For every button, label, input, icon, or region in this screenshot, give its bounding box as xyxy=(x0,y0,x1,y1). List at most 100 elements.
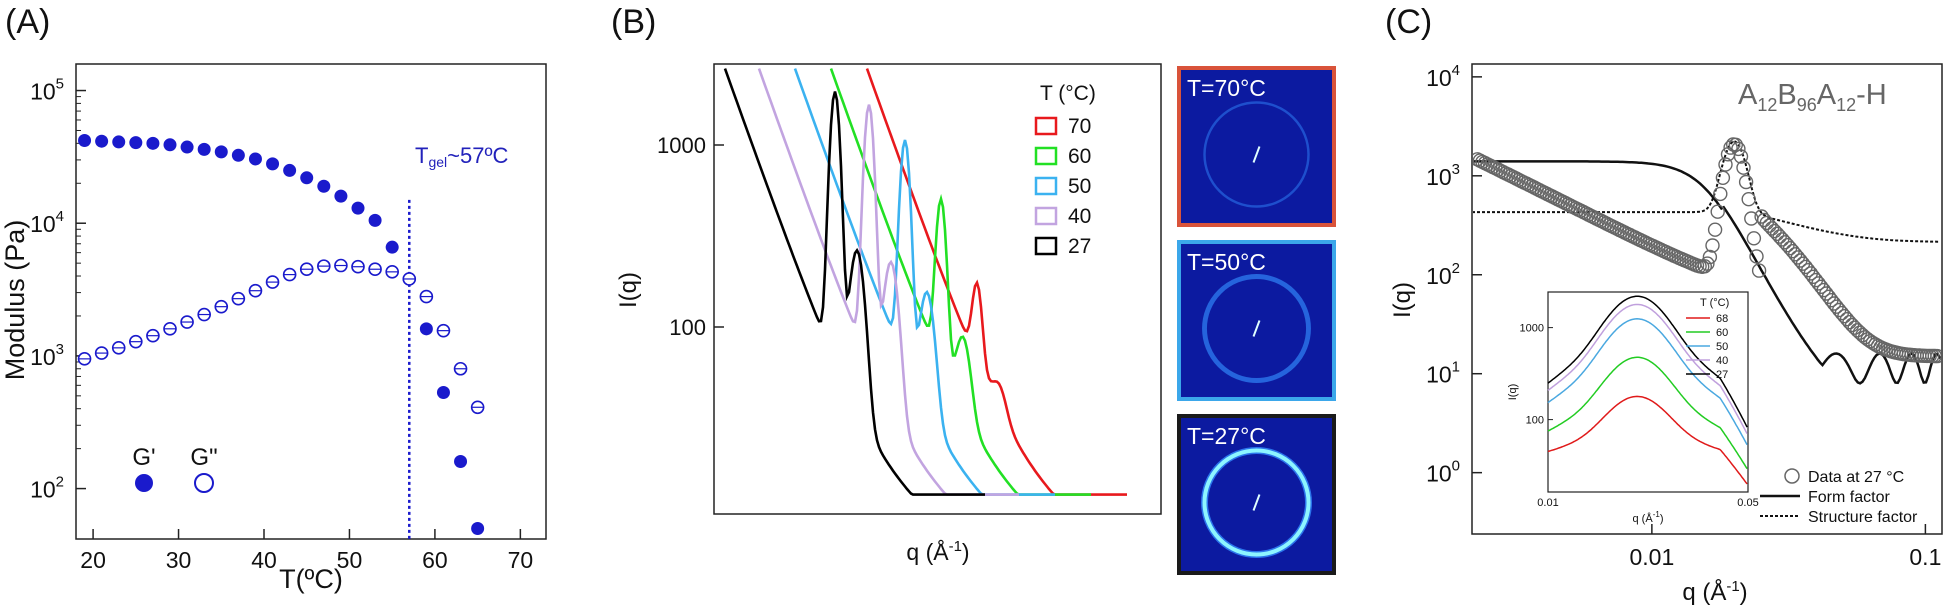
inset-legend-label-40: 40 xyxy=(1716,355,1728,367)
data-point xyxy=(1751,263,1767,278)
g-prime-point xyxy=(283,163,297,177)
tick-exponent: 0 xyxy=(1452,458,1460,475)
y-tick-label: 102 xyxy=(1426,260,1460,289)
y-tick-label: 102 xyxy=(30,474,64,503)
panel-a-x-ticks: 20 30 40 50 60 70 xyxy=(80,529,533,573)
data-point xyxy=(1700,256,1715,271)
y-tick-label-100: 100 xyxy=(669,315,706,340)
panel-a-y-axis-label: Modulus (Pa) xyxy=(0,220,30,381)
y-tick-label: 101 xyxy=(1426,359,1460,388)
panel-c-frame xyxy=(1471,63,1943,535)
data-point xyxy=(1767,223,1782,239)
data-point xyxy=(1736,160,1751,175)
data-point xyxy=(1707,222,1723,237)
beamstop xyxy=(1252,146,1261,163)
inset-curve-50 xyxy=(1547,318,1748,446)
legend-swatch-27 xyxy=(1034,236,1058,256)
g-prime-point xyxy=(163,138,177,152)
panel-c-y-axis-label: I(q) xyxy=(1389,282,1416,318)
legend-form-factor-label: Form factor xyxy=(1808,489,1890,506)
g-prime-point xyxy=(95,134,109,148)
legend-g-prime-label: G' xyxy=(132,444,155,471)
g-prime-point xyxy=(180,140,194,154)
data-point xyxy=(1713,186,1728,202)
g-prime-point xyxy=(129,136,143,150)
tick-base: 10 xyxy=(1426,461,1452,487)
panel-a-x-axis-label: T(ºC) xyxy=(279,564,343,594)
legend-data-marker xyxy=(1784,468,1800,484)
legend-label-40: 40 xyxy=(1068,205,1091,228)
y-tick-label: 104 xyxy=(30,208,64,237)
panel-b-y-axis-label: I(q) xyxy=(615,272,642,308)
curve-50 xyxy=(793,68,1055,496)
legend-label-70: 70 xyxy=(1068,115,1091,138)
tick-base: 10 xyxy=(30,79,56,105)
tick-base: 10 xyxy=(30,211,56,237)
data-point xyxy=(1847,320,1862,335)
panel-b: (B) 1000 100 I(q) q (Å-1) T (°C) 70 60 50 4… xyxy=(611,3,1336,575)
inset-legend-label-68: 68 xyxy=(1716,313,1728,325)
legend-structure-factor-label: Structure factor xyxy=(1808,509,1918,526)
inset-x-tick-label: 0.01 xyxy=(1537,497,1558,509)
y-tick-label: 100 xyxy=(1426,458,1460,487)
y-tick-label: 103 xyxy=(1426,161,1460,190)
panel-c-x-axis-label: q (Å-1) xyxy=(1682,578,1747,606)
data-point xyxy=(1769,226,1785,242)
g-prime-point xyxy=(266,157,280,171)
inset-x-label-sup: -1 xyxy=(1653,510,1661,519)
data-point xyxy=(1705,238,1720,253)
legend-label-60: 60 xyxy=(1068,145,1091,168)
data-point xyxy=(1702,249,1718,265)
g-prime-point xyxy=(197,142,211,156)
inset-y-axis-label: I(q) xyxy=(1507,384,1519,401)
inset-x-tick-label: 0.05 xyxy=(1737,497,1758,509)
inset-x-axis-label: q (Å-1) xyxy=(1633,510,1664,525)
g-prime-point xyxy=(248,152,262,166)
g-prime-point xyxy=(317,179,331,193)
legend-g-double-prime-label: G" xyxy=(190,444,217,471)
data-point xyxy=(1710,204,1725,219)
legend-label-50: 50 xyxy=(1068,175,1091,198)
panel-a-data-points xyxy=(77,134,485,536)
inset-curve-68 xyxy=(1547,395,1748,485)
tick-base: 10 xyxy=(1426,362,1452,388)
panel-c-legend: Data at 27 °C Form factor Structure fact… xyxy=(1760,468,1918,526)
g-prime-point xyxy=(300,171,314,185)
data-point xyxy=(1738,174,1754,190)
inset-x-label-close: ) xyxy=(1660,513,1664,525)
tick-base: 10 xyxy=(30,477,56,503)
inset-legend-label-27: 27 xyxy=(1716,369,1728,381)
panel-b-label: (B) xyxy=(611,3,656,41)
tick-base: 10 xyxy=(1426,263,1452,289)
tick-exponent: 5 xyxy=(56,76,64,93)
g-prime-point xyxy=(368,213,382,227)
data-point xyxy=(1733,149,1749,164)
panel-b-legend-title: T (°C) xyxy=(1040,82,1096,105)
scattering-ring xyxy=(1202,274,1311,383)
g-prime-point xyxy=(334,189,348,203)
legend-swatch-70 xyxy=(1034,116,1058,136)
x-tick-label: 30 xyxy=(166,547,192,573)
tick-base: 10 xyxy=(30,344,56,370)
data-point xyxy=(1741,191,1756,207)
panel-b-curves xyxy=(723,68,1127,496)
panel-b-y-ticks: 1000 100 xyxy=(657,133,724,340)
panel-c-inset: 1000 100 0.01 0.05 I(q) q (Å-1) T (°C) 68 60 50 40… xyxy=(1507,291,1759,525)
inset-curve-40 xyxy=(1547,303,1748,435)
y-tick-label-1000: 1000 xyxy=(657,133,706,158)
structure-factor-curve xyxy=(1473,140,1941,243)
data-point xyxy=(1728,137,1744,153)
tick-exponent: 4 xyxy=(56,208,64,225)
image-label: T=27°C xyxy=(1187,423,1266,449)
x-tick-label: 0.1 xyxy=(1909,544,1941,570)
tick-exponent: 4 xyxy=(1452,62,1460,79)
panel-b-frame xyxy=(713,63,1162,515)
inset-frame xyxy=(1547,291,1749,493)
tick-exponent: 3 xyxy=(1452,161,1460,178)
legend-swatch-50 xyxy=(1034,176,1058,196)
g-prime-point xyxy=(146,136,160,150)
panel-b-legend: T (°C) 70 60 50 40 27 xyxy=(1034,82,1096,258)
